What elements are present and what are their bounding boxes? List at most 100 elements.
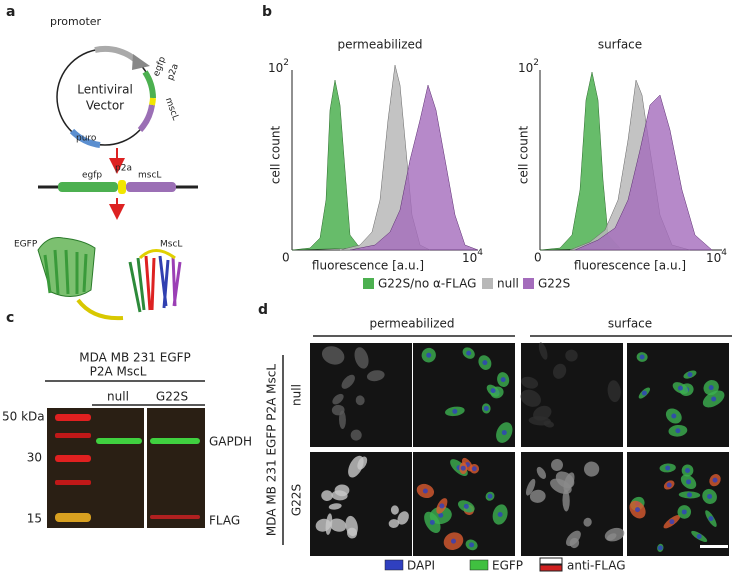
legend-swatch bbox=[523, 278, 534, 289]
nucleus bbox=[641, 390, 647, 396]
cell bbox=[536, 466, 547, 479]
cell bbox=[552, 363, 567, 379]
nucleus bbox=[712, 477, 718, 483]
cell bbox=[338, 410, 346, 430]
nucleus bbox=[677, 385, 683, 391]
axis-label: cell count bbox=[517, 126, 531, 185]
legend-swatch bbox=[539, 557, 563, 565]
label: mscL bbox=[163, 96, 180, 121]
tick-base: 10 bbox=[518, 61, 533, 75]
legend-swatch bbox=[482, 278, 493, 289]
band-label: GAPDH bbox=[209, 435, 252, 449]
nucleus bbox=[439, 503, 445, 509]
nucleus bbox=[482, 360, 488, 366]
nucleus bbox=[463, 503, 469, 509]
legend-label: EGFP bbox=[492, 559, 523, 573]
legend-swatch bbox=[469, 559, 489, 571]
histogram-green bbox=[291, 79, 361, 251]
mscl-structure bbox=[128, 249, 182, 313]
histogram: surface 102 cell count 0 fluorescence [a… bbox=[517, 38, 728, 273]
cell bbox=[390, 505, 399, 515]
label: puro bbox=[76, 134, 97, 144]
legend-swatch bbox=[384, 559, 404, 571]
gapdh-band bbox=[96, 438, 142, 444]
panel-d: d permeabilized surface MDA MB 231 EGFP … bbox=[258, 302, 732, 573]
axis-label: fluorescence [a.u.] bbox=[574, 259, 686, 273]
cell bbox=[357, 456, 368, 470]
cell bbox=[325, 513, 333, 535]
column-label: surface bbox=[608, 317, 652, 331]
nucleus bbox=[426, 352, 432, 358]
tick-label: 102 bbox=[518, 58, 539, 75]
cell bbox=[555, 471, 575, 489]
ladder-band bbox=[55, 513, 91, 522]
axis-label: cell count bbox=[269, 126, 283, 185]
puro-arc bbox=[69, 128, 101, 148]
label: egfp bbox=[82, 171, 102, 181]
nucleus bbox=[681, 509, 687, 515]
label: promoter bbox=[50, 15, 102, 28]
cell bbox=[521, 376, 539, 389]
label: p2a bbox=[115, 164, 132, 174]
cell bbox=[562, 489, 570, 512]
nucleus bbox=[500, 377, 506, 383]
band-label: FLAG bbox=[209, 514, 240, 528]
cell bbox=[538, 342, 548, 360]
plot-title: surface bbox=[598, 38, 642, 52]
nucleus bbox=[483, 405, 489, 411]
nucleus bbox=[422, 488, 428, 494]
egfp-block bbox=[58, 182, 118, 192]
ladder-band bbox=[55, 455, 91, 462]
nucleus bbox=[487, 493, 493, 499]
cell bbox=[583, 517, 592, 527]
tick-exp: 2 bbox=[283, 58, 289, 68]
cell bbox=[533, 405, 552, 421]
cell bbox=[566, 530, 581, 547]
legend-label: DAPI bbox=[407, 559, 435, 573]
egfp-arc bbox=[142, 70, 156, 99]
promoter-arrow bbox=[132, 54, 150, 70]
cell bbox=[350, 429, 362, 441]
nucleus bbox=[696, 533, 702, 539]
header: P2A MscL bbox=[90, 365, 147, 379]
cell bbox=[354, 347, 369, 369]
legend-label: G22S/no α-FLAG bbox=[378, 277, 476, 291]
nucleus bbox=[635, 507, 641, 513]
flag-band bbox=[150, 515, 200, 519]
tick-base: 10 bbox=[268, 61, 283, 75]
histogram: permeabilized 102 cell count 0 fluoresce… bbox=[268, 38, 483, 273]
legend-label: G22S bbox=[538, 277, 570, 291]
panel-label: b bbox=[262, 4, 272, 20]
ladder-band bbox=[55, 433, 91, 438]
nucleus bbox=[708, 385, 714, 391]
cell bbox=[334, 484, 350, 497]
tick-label: 104 bbox=[462, 248, 483, 265]
cell bbox=[604, 527, 625, 542]
micrographs bbox=[310, 342, 729, 556]
tick-base: 10 bbox=[706, 251, 721, 265]
tick-base: 10 bbox=[462, 251, 477, 265]
cell bbox=[321, 346, 345, 365]
separator bbox=[144, 408, 147, 528]
cell bbox=[607, 380, 621, 403]
nucleus bbox=[707, 493, 713, 499]
cell bbox=[366, 370, 385, 382]
nucleus bbox=[685, 467, 691, 473]
panel-b: b permeabilized 102 cell count 0 fluores… bbox=[262, 4, 727, 291]
cell bbox=[565, 349, 578, 362]
marker-label: 30 bbox=[27, 451, 42, 465]
tick-label: 0 bbox=[282, 251, 290, 265]
legend-label: anti-FLAG bbox=[567, 559, 626, 573]
column-label: permeabilized bbox=[369, 317, 454, 331]
nucleus bbox=[675, 428, 681, 434]
nucleus bbox=[452, 408, 458, 414]
panel-c: c MDA MB 231 EGFP P2A MscL null G22S 50 … bbox=[2, 310, 252, 528]
marker-label: 15 bbox=[27, 512, 42, 526]
protein-label: MscL bbox=[160, 240, 182, 250]
tick-label: 102 bbox=[268, 58, 289, 75]
label: Lentiviral bbox=[77, 83, 133, 97]
gapdh-band bbox=[150, 438, 200, 444]
nucleus bbox=[657, 545, 663, 551]
plot-title: permeabilized bbox=[337, 38, 422, 52]
tick-exp: 4 bbox=[721, 248, 727, 258]
